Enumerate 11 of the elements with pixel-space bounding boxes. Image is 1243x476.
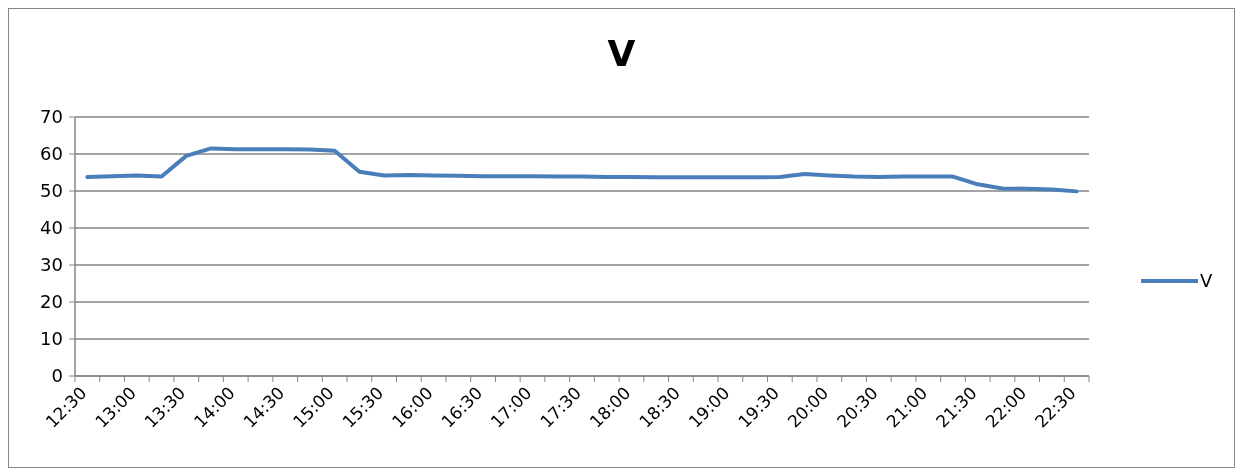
y-tick-label: 10 bbox=[40, 328, 63, 350]
y-tick-label: 20 bbox=[40, 291, 63, 313]
y-tick-label: 30 bbox=[40, 254, 63, 276]
y-tick-label: 70 bbox=[40, 106, 63, 128]
y-tick-label: 60 bbox=[40, 143, 63, 165]
y-tick-label: 0 bbox=[51, 365, 63, 387]
y-tick-label: 50 bbox=[40, 180, 63, 202]
line-series bbox=[85, 146, 1079, 194]
chart-title: V bbox=[607, 33, 636, 74]
legend-label: V bbox=[1200, 270, 1213, 292]
y-tick-label: 40 bbox=[40, 217, 63, 239]
